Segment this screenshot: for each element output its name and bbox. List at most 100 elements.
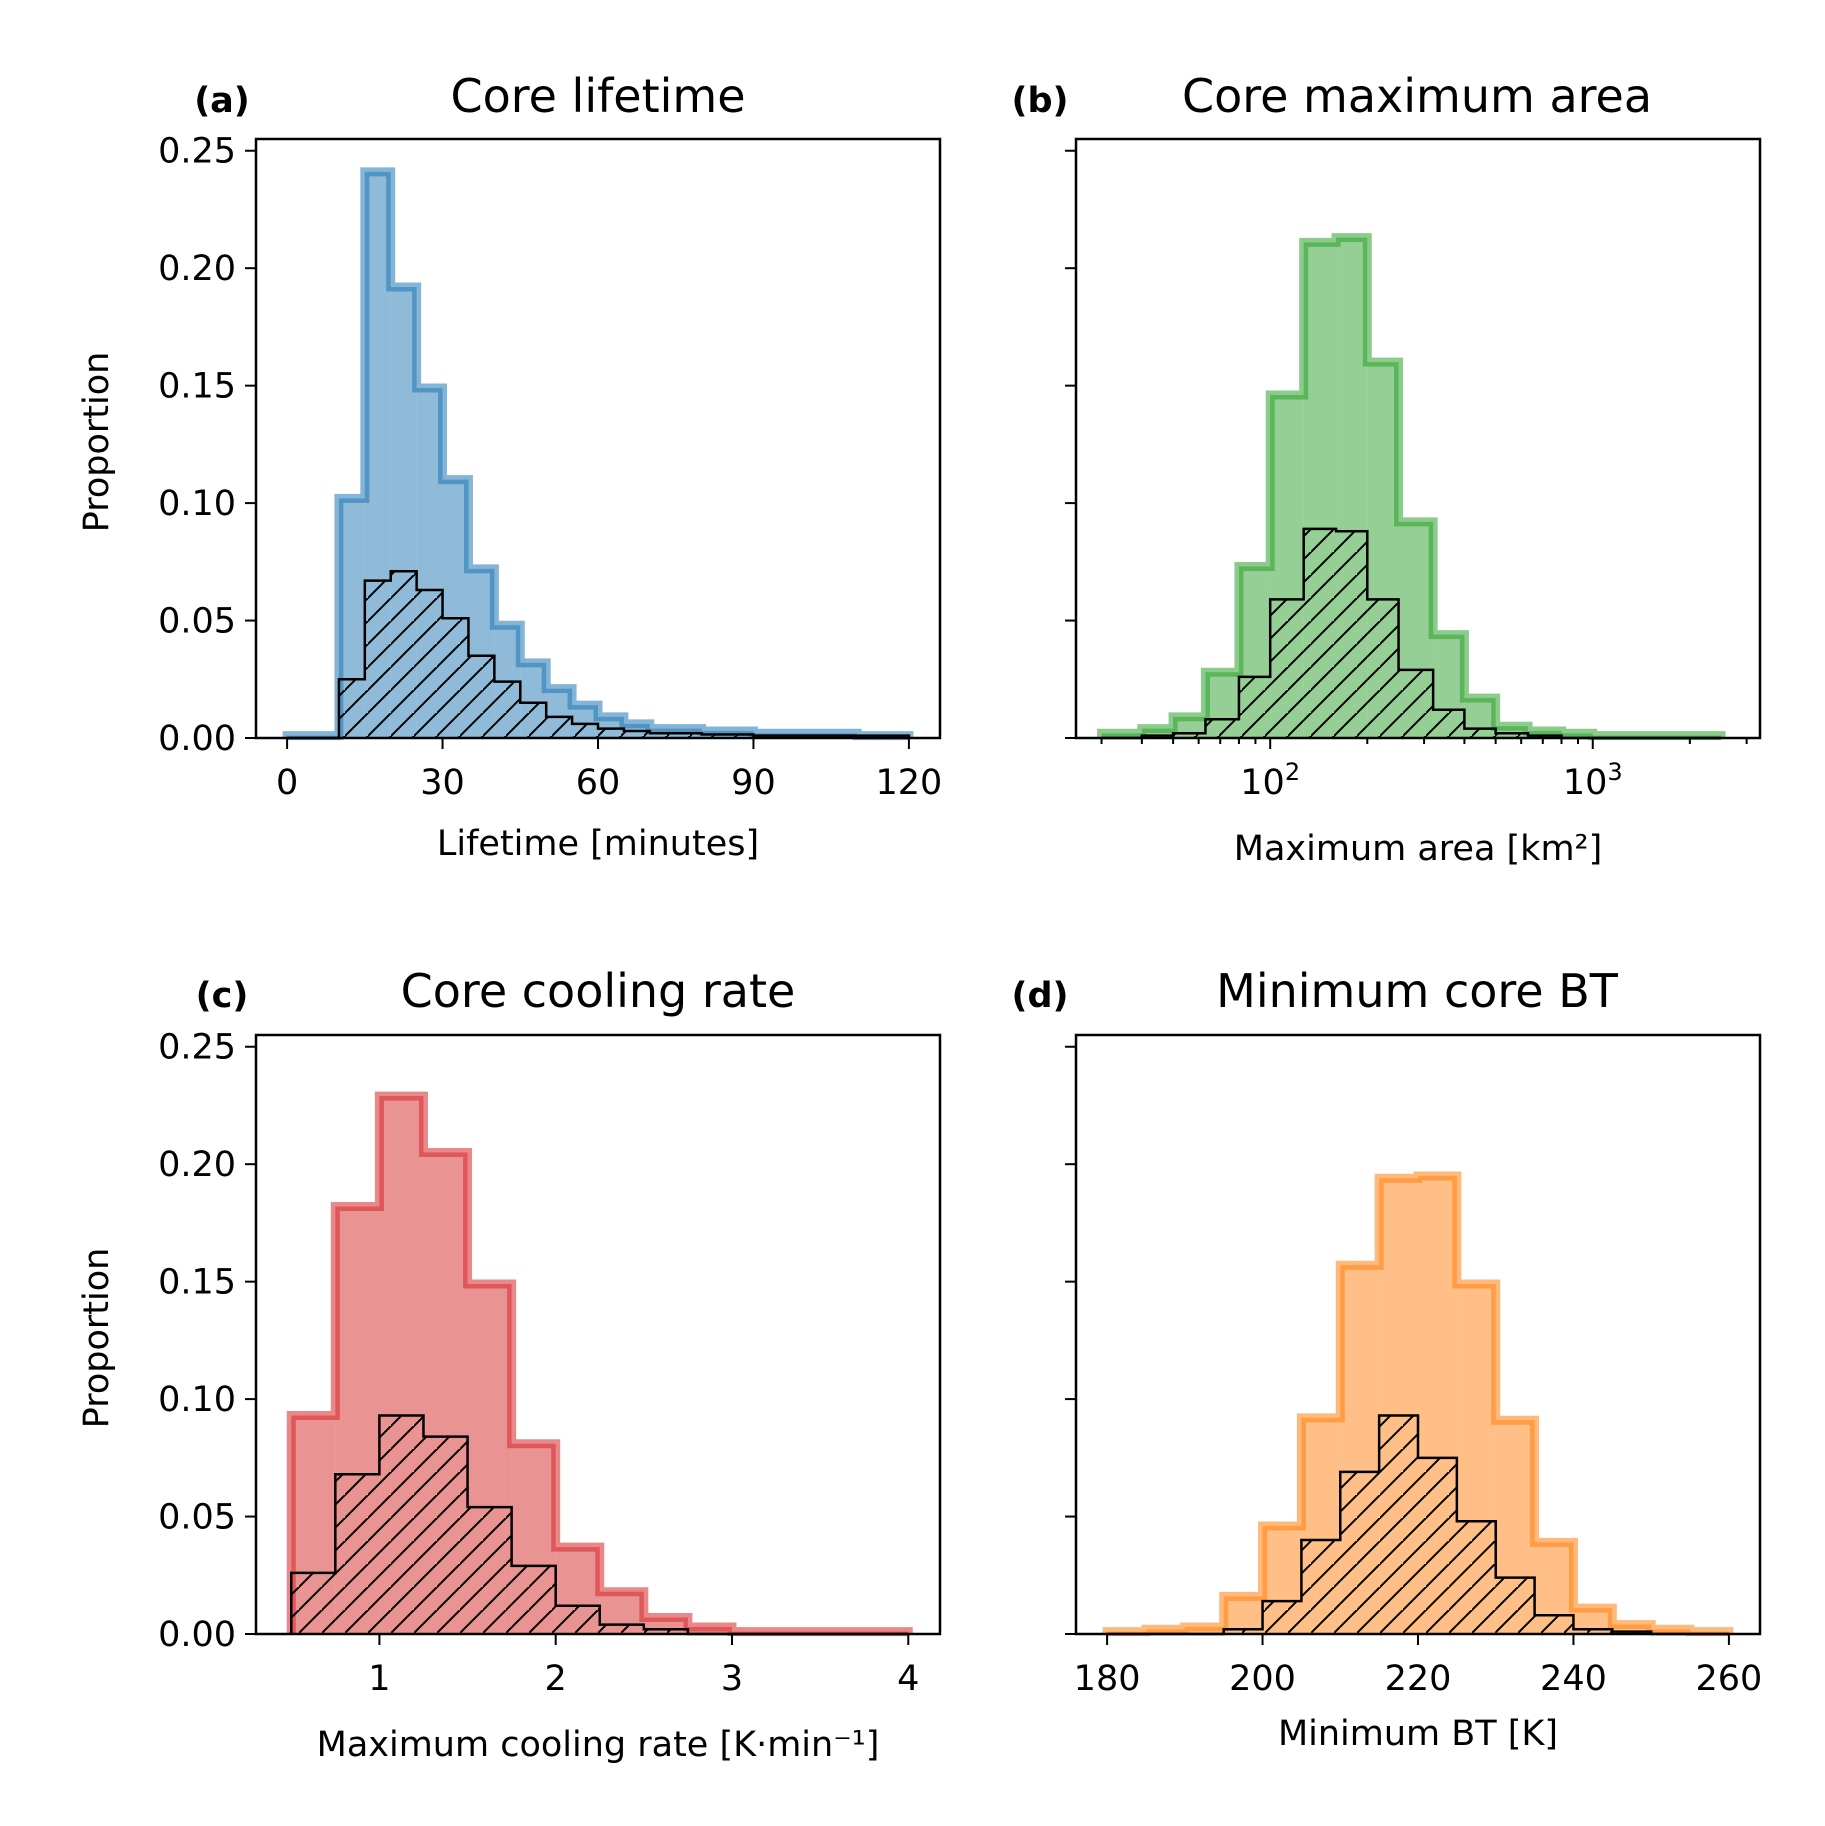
- panel-c: (c) Core cooling rate 0.000.050.100.150.…: [77, 964, 942, 1765]
- hatched-bar: [1456, 1521, 1496, 1634]
- axes-frame: [1074, 137, 1762, 740]
- hatched-bar: [379, 1415, 424, 1634]
- x-tick-label: 1: [368, 1659, 390, 1699]
- hatched-outline: [290, 1414, 909, 1636]
- y-tick-label: 0.20: [158, 249, 236, 289]
- x-tick-label: 2: [545, 1659, 567, 1699]
- hatched-bar: [1303, 528, 1337, 738]
- x-tick-label: 120: [876, 763, 943, 803]
- hatched-bar: [599, 1624, 644, 1634]
- axes-frame: [254, 137, 942, 740]
- hatched-bar: [1270, 599, 1304, 738]
- hatched-bar: [1379, 1415, 1418, 1634]
- axes-frame: [1074, 1033, 1762, 1636]
- panel-title: Core lifetime: [450, 69, 745, 123]
- panel-letter: (a): [194, 81, 250, 121]
- x-axis-label: Lifetime [minutes]: [437, 824, 759, 864]
- hatched-outline: [1107, 1414, 1729, 1636]
- hatched-bar: [1301, 1540, 1341, 1634]
- hatched-bar: [623, 730, 650, 738]
- bars-group: [286, 1091, 913, 1637]
- hatched-bar: [467, 1507, 512, 1634]
- y-tick-label: 0.10: [158, 484, 236, 524]
- hatched-bar: [338, 679, 365, 738]
- hatched-bar: [1336, 531, 1368, 738]
- x-tick-label: 180: [1074, 1659, 1141, 1699]
- ticks-group: 0.00 0.05 0.10 0.15 0.20 0.25 0 30 60 90 120: [158, 132, 942, 803]
- hatched-outline: [287, 569, 911, 740]
- hatched-bar: [364, 580, 391, 738]
- hatched-outline: [1101, 527, 1722, 740]
- x-tick-label: 4: [897, 1659, 919, 1699]
- x-tick-label: 260: [1696, 1659, 1763, 1699]
- hatched-bar: [494, 681, 521, 738]
- panel-letter: (b): [1011, 81, 1068, 121]
- hatched-bar: [511, 1565, 556, 1634]
- hatched-bar: [423, 1436, 468, 1634]
- hatched-bar: [1223, 1629, 1263, 1634]
- x-axis-label: Minimum BT [K]: [1278, 1714, 1558, 1754]
- x-tick-label: 90: [731, 763, 776, 803]
- x-tick-label: 0: [276, 763, 298, 803]
- histogram-outline: [1102, 1171, 1734, 1637]
- hatched-bar: [1495, 733, 1529, 738]
- y-tick-label: 0.05: [158, 602, 236, 642]
- histogram-outline: [1097, 233, 1726, 741]
- hatched-bar: [335, 1474, 380, 1634]
- x-tick-label: 220: [1385, 1659, 1452, 1699]
- hatched-bar: [643, 1629, 688, 1634]
- hatched-bar: [468, 655, 495, 738]
- hatched-bar: [598, 728, 624, 738]
- panel-d: (d) Minimum core BT 180 200 220 240 260 Mini…: [1011, 964, 1762, 1754]
- panel-letter: (d): [1011, 976, 1068, 1016]
- x-tick-exponent: 3: [1607, 758, 1622, 786]
- y-tick-label: 0.00: [158, 719, 236, 759]
- x-tick-label: 103: [1563, 758, 1623, 803]
- panel-title: Core cooling rate: [401, 964, 796, 1018]
- hatched-bar: [1573, 1629, 1613, 1634]
- hatched-bar: [555, 1605, 600, 1634]
- hatched-bar: [520, 702, 547, 738]
- bars-group: [1102, 1171, 1734, 1637]
- hatched-bar: [291, 1572, 336, 1634]
- y-tick-label: 0.15: [158, 367, 236, 407]
- x-tick-label: 30: [420, 763, 465, 803]
- x-tick-label: 102: [1240, 758, 1300, 803]
- hatched-bar: [1367, 599, 1399, 738]
- y-tick-label: 0.25: [158, 132, 236, 172]
- hatched-bar: [1418, 1457, 1457, 1634]
- histogram-bar: [1223, 1596, 1263, 1634]
- y-tick-label: 0.15: [158, 1263, 236, 1303]
- panel-b: (b) Core maximum area 102 103 Maximum are…: [1011, 69, 1762, 869]
- hatched-bar: [546, 716, 573, 738]
- y-tick-label: 0.10: [158, 1380, 236, 1420]
- x-tick-label: 240: [1540, 1659, 1607, 1699]
- hatched-bar: [1398, 669, 1434, 738]
- hatched-bar: [1205, 719, 1239, 738]
- hatched-bar: [1340, 1471, 1380, 1634]
- hatched-bar: [416, 590, 443, 738]
- y-tick-label: 0.05: [158, 1498, 236, 1538]
- hatched-bar: [1238, 676, 1271, 738]
- x-tick-label: 200: [1229, 1659, 1296, 1699]
- ticks-group: 0.00 0.05 0.10 0.15 0.20 0.25 1 2 3 4: [158, 1028, 919, 1699]
- hatched-bar: [701, 734, 754, 738]
- histogram-bar: [1141, 728, 1174, 738]
- y-tick-label: 0.25: [158, 1028, 236, 1068]
- hatched-bar: [1464, 728, 1496, 738]
- axes-frame: [254, 1033, 942, 1636]
- x-tick-label: 60: [576, 763, 621, 803]
- x-tick-exponent: 2: [1285, 758, 1300, 786]
- panel-title: Minimum core BT: [1216, 964, 1619, 1018]
- ticks-group: 180 200 220 240 260: [1065, 1045, 1763, 1699]
- x-axis-label: Maximum area [km²]: [1234, 829, 1602, 869]
- hatched-bar: [1534, 1615, 1574, 1634]
- histogram-outline: [286, 1091, 913, 1637]
- y-tick-label: 0.20: [158, 1145, 236, 1185]
- hatched-bar: [1262, 1601, 1302, 1634]
- bars-group: [282, 167, 914, 741]
- hatched-bar: [572, 723, 598, 738]
- bars-group: [1097, 233, 1726, 741]
- panel-title: Core maximum area: [1182, 69, 1652, 123]
